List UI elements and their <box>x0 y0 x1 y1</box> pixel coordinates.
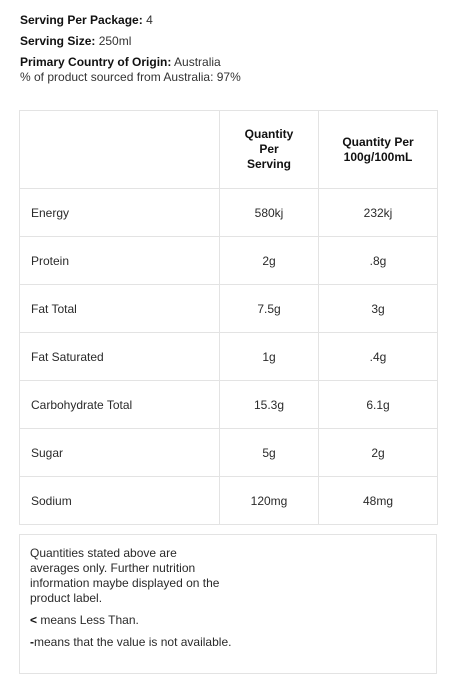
serving-per-package: Serving Per Package: 4 <box>20 13 440 28</box>
per-100-value: 2g <box>318 428 438 477</box>
per-100-value: 3g <box>318 284 438 333</box>
nutrient-name: Energy <box>19 188 220 237</box>
table-row: Sugar 5g 2g <box>19 428 438 477</box>
table-row: Fat Saturated 1g .4g <box>19 332 438 381</box>
header-blank-cell <box>19 110 220 189</box>
table-row: Energy 580kj 232kj <box>19 188 438 237</box>
not-available-text: means that the value is not available. <box>34 635 232 649</box>
table-row: Fat Total 7.5g 3g <box>19 284 438 333</box>
not-available-symbol: - <box>30 635 34 649</box>
nutrient-name: Fat Saturated <box>19 332 220 381</box>
header-quantity-per-serving: Quantity Per Serving <box>219 110 319 189</box>
nutrition-table: Quantity Per Serving Quantity Per 100g/1… <box>19 110 438 525</box>
per-serving-value: 7.5g <box>219 284 319 333</box>
per-serving-value: 5g <box>219 428 319 477</box>
per-serving-value: 1g <box>219 332 319 381</box>
per-100-value: .4g <box>318 332 438 381</box>
nutrient-name: Protein <box>19 236 220 285</box>
nutrient-name: Carbohydrate Total <box>19 380 220 429</box>
serving-per-package-label: Serving Per Package: <box>20 13 143 27</box>
table-row: Carbohydrate Total 15.3g 6.1g <box>19 380 438 429</box>
not-available-note: -means that the value is not available. <box>30 635 426 650</box>
per-100-value: .8g <box>318 236 438 285</box>
less-than-symbol: < <box>30 613 38 627</box>
per-serving-value: 2g <box>219 236 319 285</box>
country-of-origin: Primary Country of Origin: Australia <box>20 55 440 70</box>
origin-value: Australia <box>174 55 221 69</box>
notes-box: Quantities stated above are averages onl… <box>19 534 437 674</box>
serving-size-value: 250ml <box>98 34 132 48</box>
table-row: Protein 2g .8g <box>19 236 438 285</box>
per-serving-value: 580kj <box>219 188 319 237</box>
per-100-value: 48mg <box>318 476 438 525</box>
header-quantity-per-100: Quantity Per 100g/100mL <box>318 110 438 189</box>
per-100-value: 232kj <box>318 188 438 237</box>
serving-size-label: Serving Size: <box>20 34 96 48</box>
table-row: Sodium 120mg 48mg <box>19 476 438 525</box>
serving-per-package-value: 4 <box>146 13 153 27</box>
sourced-percentage: % of product sourced from Australia: 97% <box>20 70 241 84</box>
origin-label: Primary Country of Origin: <box>20 55 172 69</box>
nutrition-header-row: Quantity Per Serving Quantity Per 100g/1… <box>19 110 438 189</box>
nutrient-name: Fat Total <box>19 284 220 333</box>
product-info: Serving Per Package: 4 Serving Size: 250… <box>20 13 440 85</box>
nutrient-name: Sugar <box>19 428 220 477</box>
per-serving-value: 15.3g <box>219 380 319 429</box>
nutrient-name: Sodium <box>19 476 220 525</box>
less-than-note: < means Less Than. <box>30 613 426 628</box>
per-100-value: 6.1g <box>318 380 438 429</box>
averages-note: Quantities stated above are averages onl… <box>30 546 220 605</box>
per-serving-value: 120mg <box>219 476 319 525</box>
less-than-text: means Less Than. <box>40 613 139 627</box>
serving-size: Serving Size: 250ml <box>20 34 440 49</box>
